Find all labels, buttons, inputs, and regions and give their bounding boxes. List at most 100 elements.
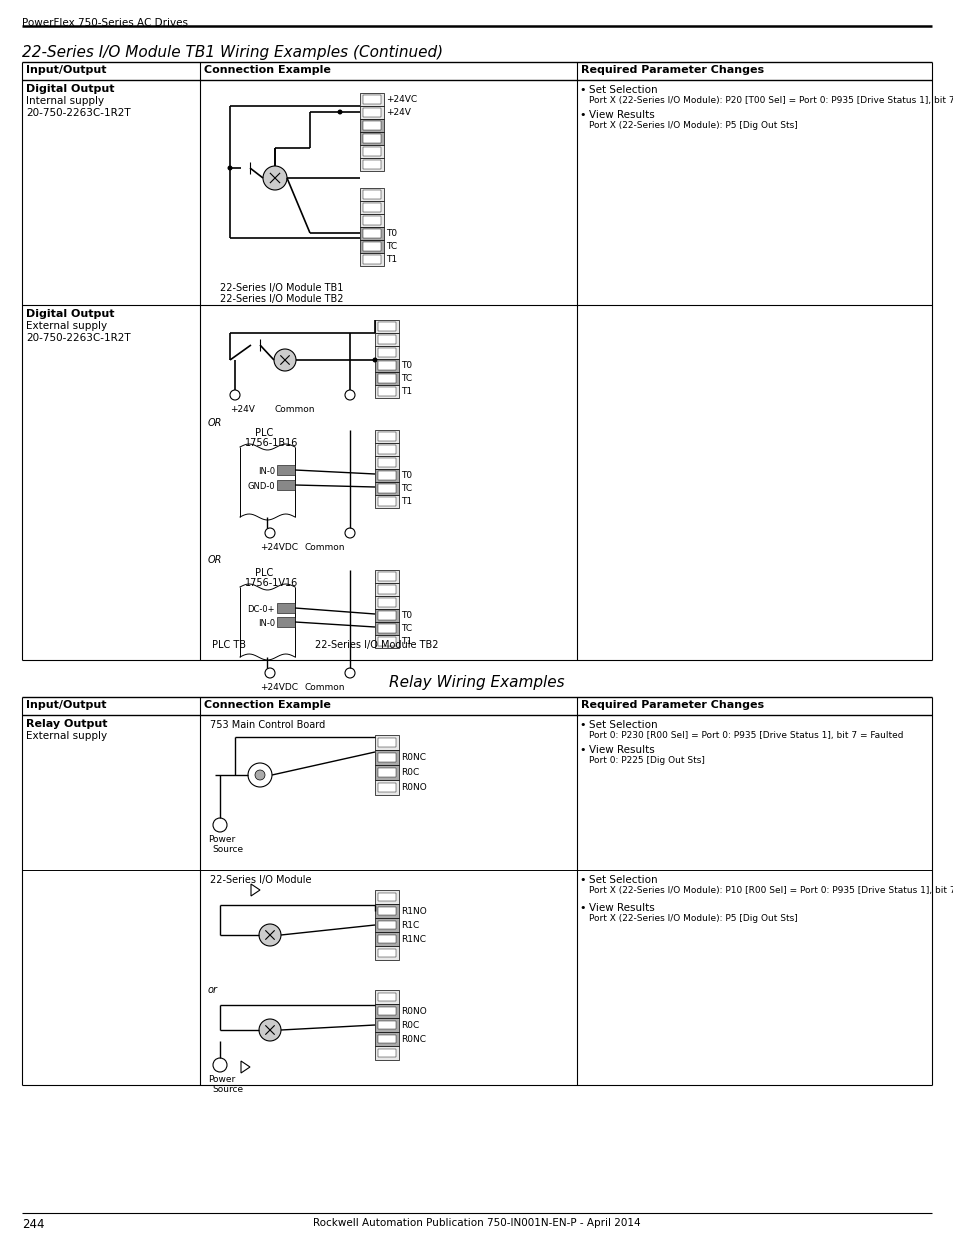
Bar	[377, 598, 395, 606]
Text: Common: Common	[274, 405, 315, 414]
Text: 22-Series I/O Module TB1: 22-Series I/O Module TB1	[220, 283, 343, 293]
Bar	[375, 890, 398, 904]
Bar	[363, 107, 380, 117]
Bar	[359, 214, 384, 227]
Text: Port 0: P225 [Dig Out Sts]: Port 0: P225 [Dig Out Sts]	[588, 756, 704, 764]
Circle shape	[258, 924, 281, 946]
Circle shape	[263, 165, 287, 190]
Text: •: •	[578, 876, 585, 885]
Text: Common: Common	[305, 683, 345, 692]
Bar	[377, 432, 395, 441]
Bar	[375, 1046, 398, 1060]
Text: OR: OR	[208, 555, 222, 564]
Bar	[375, 735, 398, 750]
Bar	[359, 93, 384, 106]
Text: Power: Power	[208, 835, 235, 844]
Text: 22-Series I/O Module TB1 Wiring Examples (Continued): 22-Series I/O Module TB1 Wiring Examples…	[22, 44, 442, 61]
Bar	[359, 253, 384, 266]
Text: Relay Output: Relay Output	[26, 719, 108, 729]
Bar	[377, 906, 395, 915]
Bar	[375, 635, 398, 648]
Text: Required Parameter Changes: Required Parameter Changes	[580, 65, 763, 75]
Text: Common: Common	[305, 543, 345, 552]
Text: 20-750-2263C-1R2T: 20-750-2263C-1R2T	[26, 333, 131, 343]
Text: •: •	[578, 903, 585, 913]
Text: Port X (22-Series I/O Module): P5 [Dig Out Sts]: Port X (22-Series I/O Module): P5 [Dig O…	[588, 121, 797, 130]
Bar	[363, 135, 380, 143]
Bar	[377, 361, 395, 370]
Bar	[377, 893, 395, 902]
Text: Input/Output: Input/Output	[26, 700, 107, 710]
Text: OR: OR	[208, 417, 222, 429]
Bar	[377, 1021, 395, 1029]
Bar	[359, 132, 384, 144]
Text: •: •	[578, 745, 585, 755]
Text: Relay Wiring Examples: Relay Wiring Examples	[389, 676, 564, 690]
Text: PLC: PLC	[254, 429, 273, 438]
Bar	[359, 144, 384, 158]
Text: R0C: R0C	[400, 768, 418, 777]
Bar	[375, 1004, 398, 1018]
Bar	[377, 993, 395, 1002]
Bar	[375, 918, 398, 932]
Bar	[377, 458, 395, 467]
Text: T1: T1	[386, 254, 396, 264]
Bar	[377, 471, 395, 480]
Bar	[377, 624, 395, 634]
Bar	[375, 495, 398, 508]
Bar	[375, 430, 398, 443]
Bar	[375, 346, 398, 359]
Text: Source: Source	[212, 1086, 243, 1094]
Text: Power: Power	[208, 1074, 235, 1084]
Text: External supply: External supply	[26, 731, 107, 741]
Bar	[375, 750, 398, 764]
Circle shape	[274, 350, 295, 370]
Bar	[377, 335, 395, 345]
Text: Required Parameter Changes: Required Parameter Changes	[580, 700, 763, 710]
Text: 22-Series I/O Module TB2: 22-Series I/O Module TB2	[314, 640, 438, 650]
Bar	[377, 611, 395, 620]
Circle shape	[345, 390, 355, 400]
Bar	[377, 496, 395, 506]
Text: Port 0: P230 [R00 Sel] = Port 0: P935 [Drive Status 1], bit 7 = Faulted: Port 0: P230 [R00 Sel] = Port 0: P935 [D…	[588, 731, 902, 740]
Text: +24VDC: +24VDC	[260, 683, 297, 692]
Circle shape	[248, 763, 272, 787]
Bar	[359, 240, 384, 253]
Bar	[375, 1032, 398, 1046]
Bar	[375, 946, 398, 960]
Text: Digital Output: Digital Output	[26, 309, 114, 319]
Bar	[276, 603, 294, 613]
Bar	[377, 921, 395, 929]
Text: R1NO: R1NO	[400, 906, 426, 916]
Text: 753 Main Control Board: 753 Main Control Board	[210, 720, 325, 730]
Text: •: •	[578, 85, 585, 95]
Bar	[377, 387, 395, 396]
Text: •: •	[578, 720, 585, 730]
Text: View Results: View Results	[588, 903, 654, 913]
Bar	[276, 618, 294, 627]
Text: TC: TC	[386, 242, 396, 251]
Bar	[363, 242, 380, 251]
Bar	[375, 385, 398, 398]
Text: Connection Example: Connection Example	[204, 65, 331, 75]
Text: T0: T0	[400, 471, 412, 480]
Bar	[375, 320, 398, 333]
Bar	[363, 121, 380, 130]
Text: T1: T1	[400, 637, 412, 646]
Bar	[377, 484, 395, 493]
Bar	[276, 466, 294, 475]
Bar	[375, 583, 398, 597]
Text: Set Selection: Set Selection	[588, 876, 657, 885]
Bar	[375, 990, 398, 1004]
Text: R0NO: R0NO	[400, 1007, 426, 1016]
Text: TC: TC	[400, 374, 412, 383]
Text: Input/Output: Input/Output	[26, 65, 107, 75]
Text: Internal supply: Internal supply	[26, 96, 104, 106]
Text: R0NC: R0NC	[400, 753, 426, 762]
Circle shape	[258, 1019, 281, 1041]
Bar	[377, 1049, 395, 1057]
Bar	[363, 147, 380, 156]
Bar	[375, 609, 398, 622]
Circle shape	[265, 668, 274, 678]
Text: R1C: R1C	[400, 921, 418, 930]
